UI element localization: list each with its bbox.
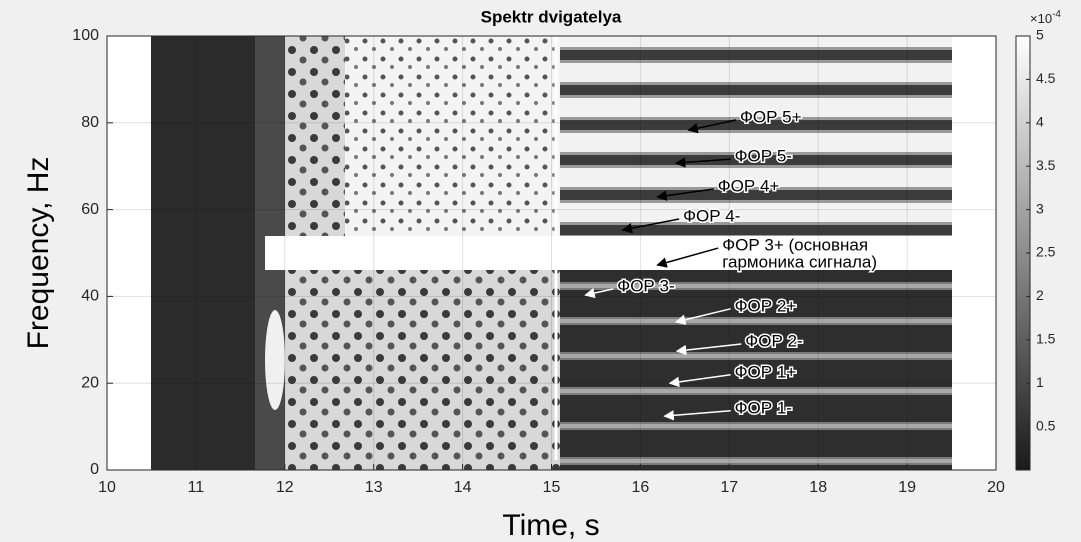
annotation-text: ФОР 1+ — [735, 362, 797, 381]
colorbar-tick-label: 0.5 — [1036, 417, 1056, 433]
colorbar-tick-label: 4.5 — [1036, 70, 1056, 86]
annotation-arrow — [675, 343, 742, 356]
annotation-arrow — [656, 188, 714, 201]
colorbar-tick-label: 2 — [1036, 287, 1044, 303]
colorbar-tick-label: 1.5 — [1036, 331, 1056, 347]
annotation-text: ФОР 2+ — [735, 296, 797, 315]
y-tick-label: 100 — [72, 27, 99, 44]
annotation-text: ФОР 5- — [735, 147, 792, 166]
colorbar-scale-exponent: -4 — [1052, 9, 1061, 20]
colorbar-tick-label: 4 — [1036, 114, 1044, 130]
x-tick-label: 19 — [898, 479, 916, 496]
annotation-text: ФОР 4- — [683, 206, 740, 225]
annotation-text: ФОР 1- — [735, 398, 792, 417]
y-tick-label: 60 — [81, 201, 99, 218]
chart-title: Spektr dvigatelya — [481, 7, 622, 26]
x-axis-label: Time, s — [502, 509, 599, 542]
colorbar-tick-label: 1 — [1036, 374, 1044, 390]
annotation-text: ФОР 2- — [745, 331, 802, 350]
annotation-arrow — [674, 308, 731, 325]
x-tick-label: 14 — [454, 479, 472, 496]
annotation-arrow — [621, 218, 680, 234]
y-tick-label: 20 — [81, 374, 99, 391]
annotation-arrow — [687, 119, 737, 134]
x-tick-label: 13 — [365, 479, 383, 496]
colorbar-tick-label: 3 — [1036, 200, 1044, 216]
annotation-text: ФОР 3- — [617, 276, 674, 295]
y-axis-label: Frequency, Hz — [22, 157, 55, 350]
colorbar-tick-label: 5 — [1036, 27, 1044, 43]
annotation-arrow — [584, 287, 614, 299]
annotation-text: гармоника сигнала) — [722, 253, 877, 272]
colorbar-scale-base: ×10 — [1030, 11, 1052, 26]
x-tick-label: 10 — [98, 479, 116, 496]
x-tick-label: 16 — [632, 479, 650, 496]
x-tick-label: 17 — [720, 479, 738, 496]
annotation-text: ФОР 4+ — [718, 177, 780, 196]
annotation-arrow — [674, 157, 731, 168]
x-tick-label: 11 — [188, 479, 205, 496]
colorbar-tick-label: 2.5 — [1036, 244, 1056, 260]
annotation-arrow — [668, 374, 731, 388]
y-tick-label: 40 — [81, 288, 99, 305]
x-tick-label: 12 — [276, 479, 294, 496]
annotation-text: ФОР 5+ — [740, 108, 802, 127]
spectrogram-image — [151, 36, 952, 470]
annotation-arrow — [663, 410, 731, 421]
x-tick-label: 15 — [543, 479, 561, 496]
y-tick-label: 0 — [90, 461, 99, 478]
annotation-text: ФОР 3+ (основная — [722, 236, 868, 255]
x-tick-label: 20 — [987, 479, 1005, 496]
y-tick-label: 80 — [81, 114, 99, 131]
x-tick-label: 18 — [809, 479, 827, 496]
colorbar-tick-label: 3.5 — [1036, 157, 1056, 173]
colorbar-scale: ×10-4 — [1030, 9, 1061, 27]
annotation-arrow — [656, 247, 719, 268]
